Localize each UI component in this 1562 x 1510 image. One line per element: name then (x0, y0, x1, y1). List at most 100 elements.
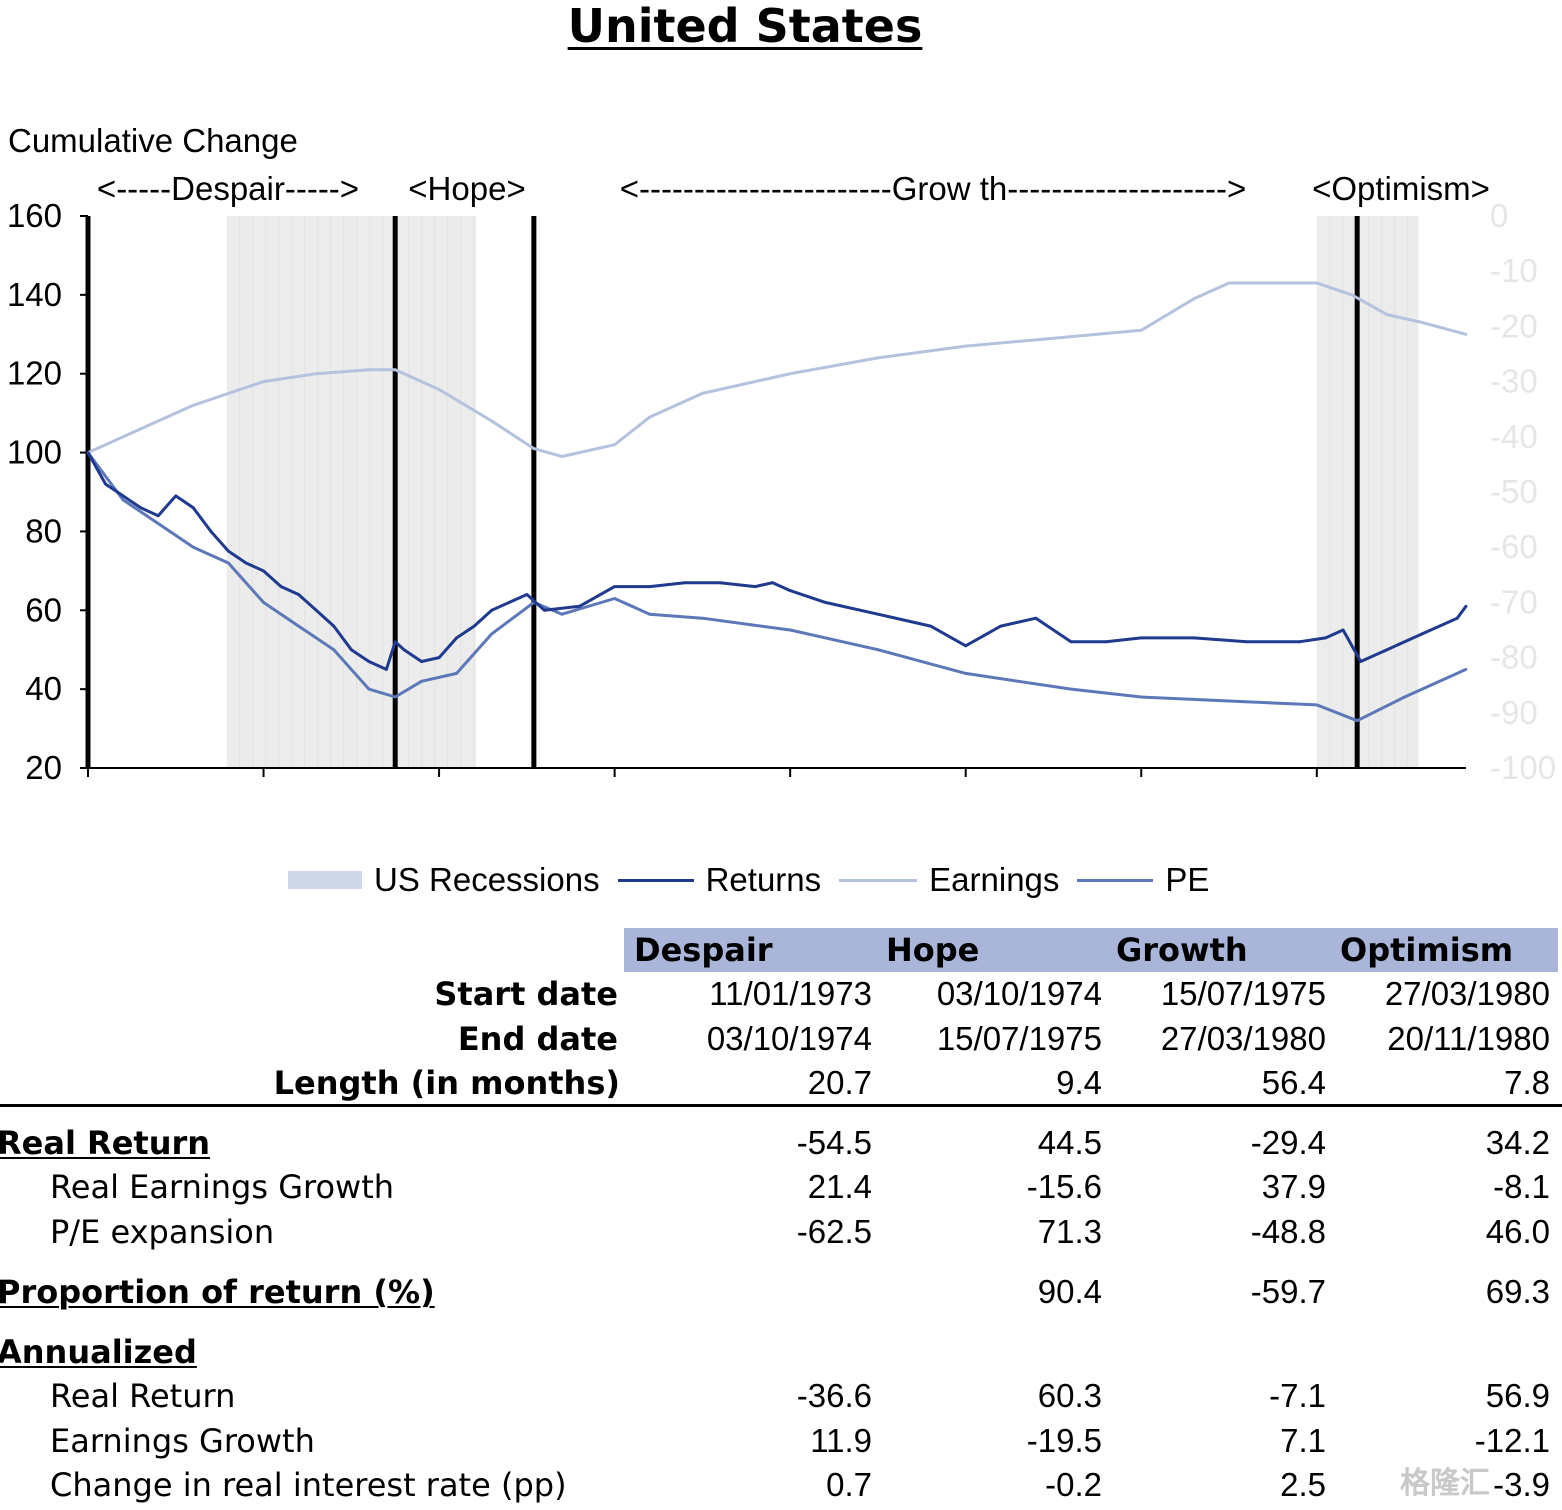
data-point-returns (402, 648, 406, 652)
cell: 0.7 (826, 1466, 872, 1503)
cell: -59.7 (1250, 1273, 1326, 1310)
y2-tick-label: 0 (1490, 197, 1508, 234)
table-divider (0, 1104, 1562, 1107)
y2-tick-label: -80 (1490, 639, 1538, 676)
data-point-returns (174, 494, 178, 498)
data-point-earnings (613, 443, 616, 447)
data-point-earnings (1464, 332, 1468, 336)
pe-swatch (1077, 878, 1154, 882)
cell: -29.4 (1250, 1124, 1326, 1161)
data-point-returns (314, 608, 318, 612)
cell: -7.1 (1269, 1377, 1326, 1414)
y2-tick-label: -70 (1490, 583, 1538, 620)
data-point-returns (543, 608, 546, 612)
data-point-pe (420, 679, 423, 683)
y-tick-label: 20 (25, 749, 62, 786)
data-point-earnings (648, 415, 652, 419)
cell: -3.9 (1493, 1466, 1550, 1503)
data-point-pe (455, 672, 458, 675)
table-row-proportion: Proportion of return (%) 90.4 -59.7 69.3 (0, 1270, 1562, 1314)
data-point-earnings (876, 356, 880, 360)
data-point-returns (1359, 660, 1363, 663)
data-point-returns (788, 589, 792, 592)
data-point-earnings (490, 419, 494, 423)
data-point-returns (332, 624, 336, 628)
row-label: Start date (434, 975, 618, 1013)
data-point-earnings (701, 392, 704, 395)
cell: 21.4 (807, 1168, 872, 1205)
y-tick-label: 80 (25, 512, 62, 549)
cell: 9.4 (1056, 1064, 1102, 1101)
data-point-returns (104, 482, 107, 486)
cell: -54.5 (796, 1124, 872, 1161)
data-point-earnings (437, 388, 441, 391)
data-point-earnings (1420, 321, 1424, 324)
data-point-pe (1017, 679, 1020, 683)
header-hope: Hope (886, 931, 980, 969)
data-point-pe (701, 616, 704, 620)
data-point-returns (1069, 640, 1073, 644)
data-point-returns (209, 530, 213, 533)
data-point-returns (1297, 640, 1301, 644)
data-point-earnings (139, 427, 143, 431)
data-point-returns (1464, 604, 1468, 608)
legend-label-earnings: Earnings (929, 861, 1060, 898)
row-label: End date (457, 1020, 618, 1058)
data-point-pe (1139, 695, 1143, 699)
y2-tick-label: -60 (1490, 528, 1538, 565)
legend-item-pe: PE (1077, 861, 1209, 899)
data-point-returns (490, 608, 494, 612)
y2-tick-label: -50 (1490, 473, 1538, 510)
data-point-returns (297, 593, 300, 596)
cell: 27/03/1980 (1384, 975, 1550, 1012)
y2-tick-label: -30 (1490, 363, 1538, 400)
cell: 7.8 (1504, 1064, 1550, 1101)
cumulative-change-chart: Cumulative Change <-----Despair-----> <Ho… (7, 122, 1556, 786)
data-point-pe (332, 648, 336, 652)
cell: 56.4 (1261, 1064, 1326, 1101)
data-point-returns (1034, 616, 1038, 620)
cell: -12.1 (1474, 1422, 1550, 1459)
data-point-returns (420, 660, 423, 663)
data-point-returns (437, 656, 441, 659)
series-line-earnings (87, 281, 1467, 458)
data-point-earnings (1192, 297, 1196, 301)
data-point-earnings (1139, 328, 1143, 332)
data-point-pe (1315, 703, 1319, 707)
cell: 11.9 (810, 1422, 872, 1459)
data-point-earnings (560, 455, 564, 458)
header-despair: Despair (634, 931, 773, 969)
cell: 44.5 (1037, 1124, 1102, 1161)
y2-tick-label: -100 (1490, 749, 1556, 786)
data-point-returns (1139, 636, 1143, 640)
data-point-returns (964, 644, 968, 648)
table-row-real-return: Real Return -54.5 44.5 -29.4 34.2 (0, 1121, 1562, 1165)
data-point-pe (1464, 668, 1468, 671)
cell: -62.5 (796, 1213, 872, 1250)
table-row-length: Length (in months) 20.7 9.4 56.4 7.8 (0, 1061, 1562, 1105)
cell: 37.9 (1261, 1168, 1326, 1205)
data-point-returns (578, 604, 581, 608)
data-point-pe (262, 601, 265, 604)
data-point-pe (393, 695, 397, 699)
data-point-returns (86, 451, 90, 454)
legend-label-recessions: US Recessions (374, 861, 600, 898)
cell: 46.0 (1485, 1213, 1550, 1250)
data-point-returns (753, 585, 757, 588)
data-point-returns (191, 506, 195, 510)
data-point-returns (648, 585, 652, 588)
page-title: United States (567, 0, 923, 53)
earnings-swatch (839, 878, 918, 882)
data-point-earnings (788, 372, 792, 376)
cell: -15.6 (1026, 1168, 1102, 1205)
data-point-pe (156, 522, 160, 525)
row-label: Real Return (50, 1377, 236, 1415)
recession-band (226, 216, 476, 768)
data-point-earnings (1052, 336, 1055, 340)
data-point-returns (1385, 648, 1389, 652)
table-row-ann-interest-rate: Change in real interest rate (pp) 0.7 -0… (0, 1463, 1562, 1507)
data-point-returns (1455, 616, 1459, 620)
returns-swatch (617, 878, 694, 882)
data-point-earnings (964, 344, 968, 348)
y2-tick-label: -40 (1490, 418, 1538, 455)
